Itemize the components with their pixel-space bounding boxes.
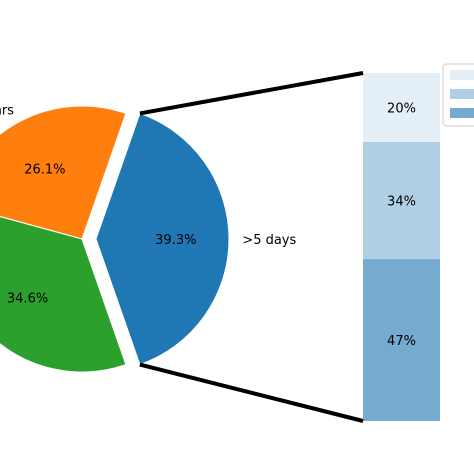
bar-segment-0 — [363, 259, 440, 421]
legend-swatch-1 — [450, 89, 474, 99]
pie-pct-label-1: 34.6% — [7, 291, 48, 306]
bar-segment-2 — [363, 73, 440, 142]
pie-category-label-0: hrs — [0, 103, 14, 118]
pie-pct-label-2: 39.3% — [155, 233, 196, 248]
bar-pct-label-2: 20% — [387, 101, 416, 116]
bar-pct-label-1: 34% — [387, 194, 416, 209]
pie-slice-0 — [0, 105, 127, 240]
pie-category-label-2: >5 days — [242, 233, 296, 248]
legend-swatch-2 — [450, 108, 474, 118]
legend-swatch-0 — [450, 70, 474, 80]
connector-line-bottom — [139, 362, 364, 423]
pie-slice-2 — [95, 112, 230, 366]
pie-slice-1 — [0, 216, 127, 373]
pie-pct-label-0: 26.1% — [24, 162, 65, 177]
bar-pct-label-0: 47% — [387, 334, 416, 349]
connector-line-top — [139, 71, 364, 116]
bar-segment-1 — [363, 141, 440, 260]
